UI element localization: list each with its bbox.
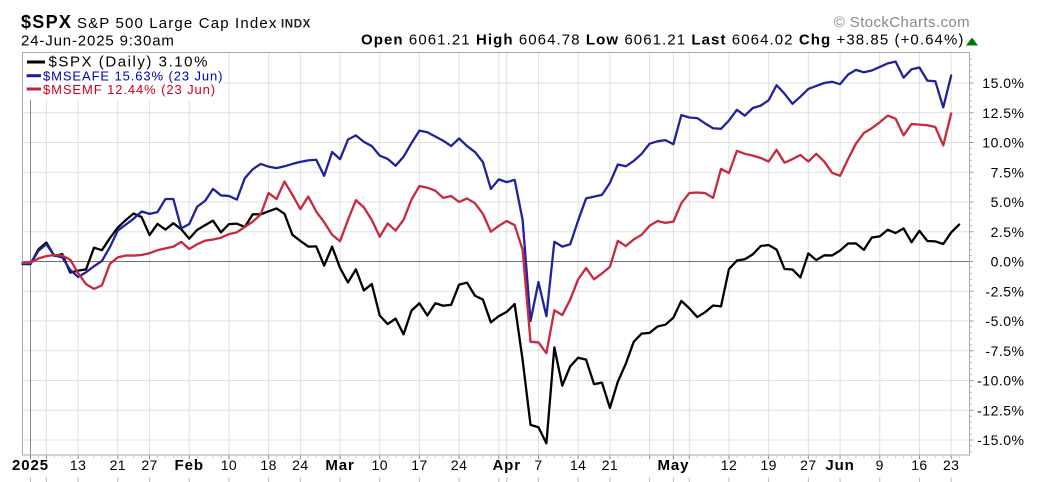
svg-text:Jun: Jun [825,457,854,474]
svg-text:21: 21 [602,457,618,473]
svg-text:15.0%: 15.0% [982,75,1024,91]
svg-text:INDX: INDX [281,19,311,31]
svg-text:S&P 500 Large Cap Index: S&P 500 Large Cap Index [77,15,277,32]
svg-text:18: 18 [260,457,276,473]
svg-text:$SPX: $SPX [21,12,72,32]
svg-text:$SPX (Daily) 3.10%: $SPX (Daily) 3.10% [49,54,209,71]
svg-text:16: 16 [911,457,927,473]
svg-text:2.5%: 2.5% [991,224,1025,240]
svg-text:May: May [657,457,689,474]
svg-text:Feb: Feb [175,457,204,474]
svg-text:© StockCharts.com: © StockCharts.com [834,14,970,31]
svg-text:24: 24 [451,457,467,473]
svg-text:-5.0%: -5.0% [985,313,1024,329]
svg-text:7: 7 [534,457,542,473]
svg-text:Open 6061.21 High 6064.78 Low: Open 6061.21 High 6064.78 Low 6061.21 La… [361,32,964,49]
svg-text:12.5%: 12.5% [982,105,1024,121]
svg-text:27: 27 [141,457,157,473]
svg-text:10.0%: 10.0% [982,135,1024,151]
svg-text:-10.0%: -10.0% [977,373,1024,389]
svg-text:24: 24 [292,457,308,473]
svg-text:19: 19 [760,457,776,473]
svg-text:12: 12 [721,457,737,473]
svg-text:23: 23 [943,457,959,473]
svg-text:5.0%: 5.0% [991,194,1025,210]
svg-text:24-Jun-2025 9:30am: 24-Jun-2025 9:30am [21,33,175,50]
svg-text:13: 13 [70,457,86,473]
svg-text:-12.5%: -12.5% [977,402,1024,418]
svg-text:2025: 2025 [12,457,49,474]
svg-text:-7.5%: -7.5% [985,343,1024,359]
svg-text:Mar: Mar [325,457,354,474]
svg-text:$MSEMF 12.44% (23 Jun): $MSEMF 12.44% (23 Jun) [43,82,216,97]
svg-text:7.5%: 7.5% [991,164,1025,180]
svg-text:-2.5%: -2.5% [985,283,1024,299]
svg-text:10: 10 [372,457,388,473]
svg-text:21: 21 [110,457,126,473]
svg-text:27: 27 [800,457,816,473]
svg-text:0.0%: 0.0% [991,254,1025,270]
svg-text:-15.0%: -15.0% [977,432,1024,448]
svg-text:14: 14 [570,457,586,473]
svg-text:$MSEAFE 15.63% (23 Jun): $MSEAFE 15.63% (23 Jun) [43,69,223,84]
svg-text:17: 17 [411,457,427,473]
svg-text:9: 9 [876,457,884,473]
svg-text:Apr: Apr [492,457,521,474]
svg-text:10: 10 [221,457,237,473]
